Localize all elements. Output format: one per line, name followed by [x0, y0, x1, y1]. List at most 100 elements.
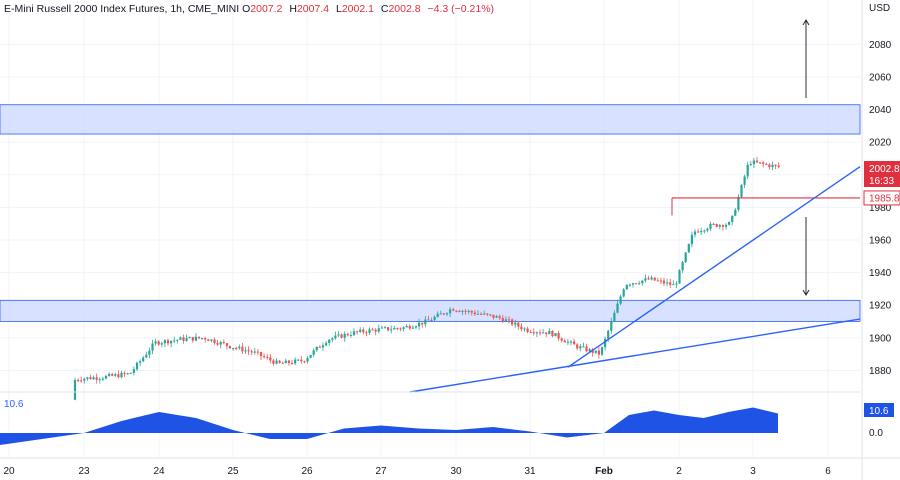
- candle-body: [647, 278, 650, 280]
- change-value: −4.3 (−0.21%): [427, 3, 495, 15]
- x-tick-label: 23: [78, 466, 90, 477]
- candle-body: [194, 336, 197, 341]
- candle-body: [737, 196, 740, 210]
- indicator-zero-label: 0.0: [869, 428, 883, 439]
- candle-body: [628, 284, 631, 286]
- x-tick-label: 2: [676, 466, 682, 477]
- candle-body: [191, 337, 194, 341]
- arrow-up-head: [802, 19, 810, 26]
- candle-body: [560, 338, 563, 341]
- candle-body: [328, 339, 331, 344]
- candle-body: [154, 341, 157, 344]
- x-tick-label: 31: [524, 466, 536, 477]
- candle-body: [607, 330, 610, 339]
- candle-body: [669, 282, 672, 285]
- candle-body: [594, 350, 597, 353]
- candle-body: [576, 344, 579, 349]
- price-badge-bg: [864, 161, 900, 187]
- candle-body: [380, 327, 383, 329]
- y-tick-label: 1960: [869, 236, 892, 247]
- candle-body: [718, 225, 721, 227]
- candle-body: [166, 340, 170, 344]
- candle-body: [523, 328, 526, 330]
- candle-body: [610, 321, 613, 331]
- candle-body: [297, 359, 300, 361]
- candle-body: [306, 357, 309, 362]
- candle-body: [458, 311, 461, 313]
- candle-body: [89, 377, 92, 380]
- candle-body: [421, 322, 424, 325]
- candle-body: [687, 244, 690, 253]
- candle-body: [340, 334, 343, 338]
- candle-body: [724, 224, 728, 227]
- candle-body: [157, 341, 160, 345]
- close-label: C: [380, 3, 389, 15]
- candle-body: [473, 312, 476, 315]
- open-label: O: [242, 3, 251, 15]
- candle-body: [706, 228, 709, 231]
- candle-body: [343, 333, 346, 338]
- candle-body: [98, 379, 101, 381]
- candle-body: [700, 230, 703, 233]
- candle-body: [182, 337, 185, 341]
- candle-body: [467, 310, 470, 312]
- level-badge-bg: [863, 190, 900, 206]
- high-label: H: [289, 3, 297, 15]
- candle-body: [303, 361, 306, 363]
- y-tick-label: 1900: [869, 333, 892, 344]
- zone-0: [0, 104, 861, 135]
- candle-body: [433, 316, 436, 321]
- candle-body: [210, 339, 213, 341]
- candle-body: [207, 339, 210, 341]
- candle-body: [101, 378, 104, 380]
- candle-body: [604, 338, 607, 348]
- candle-body: [755, 160, 759, 163]
- candle-body: [445, 313, 449, 315]
- candle-body: [337, 334, 340, 336]
- candle-body: [346, 333, 349, 336]
- candle-body: [275, 360, 278, 364]
- candle-body: [492, 314, 495, 318]
- candle-body: [269, 357, 272, 361]
- candle-body: [616, 303, 619, 313]
- candle-body: [188, 337, 191, 339]
- candle-body: [104, 375, 108, 379]
- candle-body: [557, 333, 560, 339]
- candle-body: [120, 372, 123, 378]
- candle-body: [92, 377, 95, 380]
- x-tick-label: 27: [375, 466, 387, 477]
- y-tick-label: 1940: [869, 268, 892, 279]
- x-tick-label: 3: [750, 466, 756, 477]
- candle-body: [321, 345, 325, 348]
- candle-body: [579, 346, 582, 349]
- candle-body: [197, 336, 201, 339]
- candle-body: [666, 282, 669, 284]
- candle-body: [393, 327, 396, 330]
- candle-body: [139, 361, 142, 363]
- candle-body: [383, 327, 387, 329]
- candle-body: [520, 326, 523, 330]
- candle-body: [253, 351, 256, 353]
- candle-body: [613, 312, 616, 322]
- x-tick-label: 25: [227, 466, 239, 477]
- candle-body: [768, 164, 771, 168]
- candle-body: [126, 373, 129, 375]
- price-badge-countdown: 16:33: [869, 176, 894, 187]
- candle-body: [160, 343, 163, 345]
- candle-body: [659, 280, 662, 282]
- candle-body: [715, 223, 718, 227]
- candle-body: [272, 360, 275, 364]
- candle-body: [526, 328, 529, 332]
- candle-body: [145, 354, 148, 358]
- candle-body: [402, 327, 405, 330]
- candle-body: [117, 374, 120, 378]
- candle-body: [582, 346, 585, 348]
- candle-body: [566, 341, 569, 343]
- candle-body: [405, 326, 408, 328]
- candle-body: [703, 230, 706, 232]
- close-value: 2002.8: [388, 3, 421, 15]
- high-value: 2007.4: [296, 3, 330, 15]
- zones: [0, 104, 861, 322]
- candle-body: [600, 347, 604, 355]
